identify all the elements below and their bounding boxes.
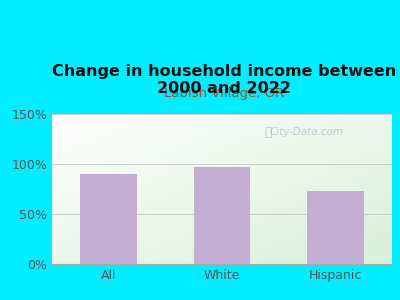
Bar [194, 167, 250, 264]
Text: ⦿: ⦿ [264, 125, 272, 139]
Bar [80, 174, 137, 264]
Bar [307, 191, 364, 264]
Text: City-Data.com: City-Data.com [270, 127, 344, 137]
Text: Labish Village, OR: Labish Village, OR [164, 88, 284, 100]
Text: Change in household income between
2000 and 2022: Change in household income between 2000 … [52, 64, 396, 96]
